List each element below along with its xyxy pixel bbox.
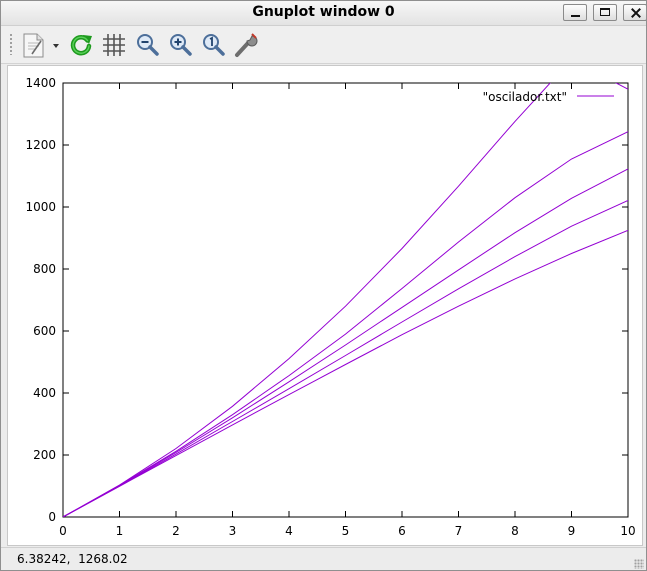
close-button[interactable] bbox=[623, 4, 646, 21]
x-tick-label: 5 bbox=[342, 524, 350, 538]
y-tick-label: 800 bbox=[33, 262, 56, 276]
grid-button[interactable] bbox=[100, 31, 128, 59]
title-bar[interactable]: Gnuplot window 0 bbox=[1, 1, 646, 26]
zoom-next-button[interactable] bbox=[166, 31, 194, 59]
x-tick-label: 3 bbox=[229, 524, 237, 538]
y-tick-label: 0 bbox=[48, 510, 56, 524]
maximize-button[interactable] bbox=[593, 4, 617, 21]
window-title: Gnuplot window 0 bbox=[252, 4, 395, 20]
toolbar-grip[interactable] bbox=[9, 33, 13, 55]
series-line-1 bbox=[63, 83, 628, 517]
series-line-4 bbox=[63, 200, 628, 517]
y-tick-label: 1200 bbox=[25, 138, 56, 152]
line-chart[interactable]: 0 1 2 3 4 5 6 7 8 9 10 0 200 400 600 800 1000 1200 1400 "os… bbox=[8, 66, 642, 545]
wrench-icon bbox=[235, 33, 258, 57]
plot-area[interactable]: 0 1 2 3 4 5 6 7 8 9 10 0 200 400 600 800 1000 1200 1400 "os… bbox=[7, 65, 643, 546]
x-tick-label: 10 bbox=[620, 524, 635, 538]
autoscale-button[interactable] bbox=[199, 31, 227, 59]
x-tick-label: 7 bbox=[455, 524, 463, 538]
series-line-3 bbox=[63, 168, 628, 517]
grid-icon bbox=[103, 34, 125, 56]
x-tick-label: 1 bbox=[116, 524, 124, 538]
x-tick-label: 2 bbox=[172, 524, 180, 538]
y-tick-label: 1400 bbox=[25, 76, 56, 90]
settings-button[interactable] bbox=[232, 31, 260, 59]
minimize-button[interactable] bbox=[563, 4, 587, 21]
refresh-icon bbox=[70, 34, 92, 56]
zoom-previous-button[interactable] bbox=[133, 31, 161, 59]
zoom-out-icon bbox=[137, 34, 159, 56]
toolbar bbox=[1, 26, 646, 64]
series-line-5 bbox=[63, 229, 628, 517]
x-tick-label: 9 bbox=[568, 524, 576, 538]
y-tick-label: 1000 bbox=[25, 200, 56, 214]
resize-grip[interactable] bbox=[634, 559, 644, 569]
legend-label: "oscilador.txt" bbox=[483, 90, 567, 104]
status-bar: 6.38242, 1268.02 bbox=[1, 547, 646, 570]
zoom-autoscale-icon bbox=[203, 34, 225, 56]
export-button[interactable] bbox=[19, 31, 63, 59]
replot-button[interactable] bbox=[67, 31, 95, 59]
y-tick-label: 600 bbox=[33, 324, 56, 338]
x-tick-label: 4 bbox=[285, 524, 293, 538]
x-tick-label: 6 bbox=[398, 524, 406, 538]
zoom-in-icon bbox=[170, 34, 192, 56]
y-tick-label: 400 bbox=[33, 386, 56, 400]
mouse-coordinates: 6.38242, 1268.02 bbox=[17, 552, 128, 566]
y-tick-label: 200 bbox=[33, 448, 56, 462]
document-export-icon bbox=[23, 33, 59, 58]
x-tick-label: 0 bbox=[59, 524, 67, 538]
plot-border bbox=[62, 82, 629, 518]
x-tick-label: 8 bbox=[511, 524, 519, 538]
series-line-2 bbox=[63, 131, 628, 517]
